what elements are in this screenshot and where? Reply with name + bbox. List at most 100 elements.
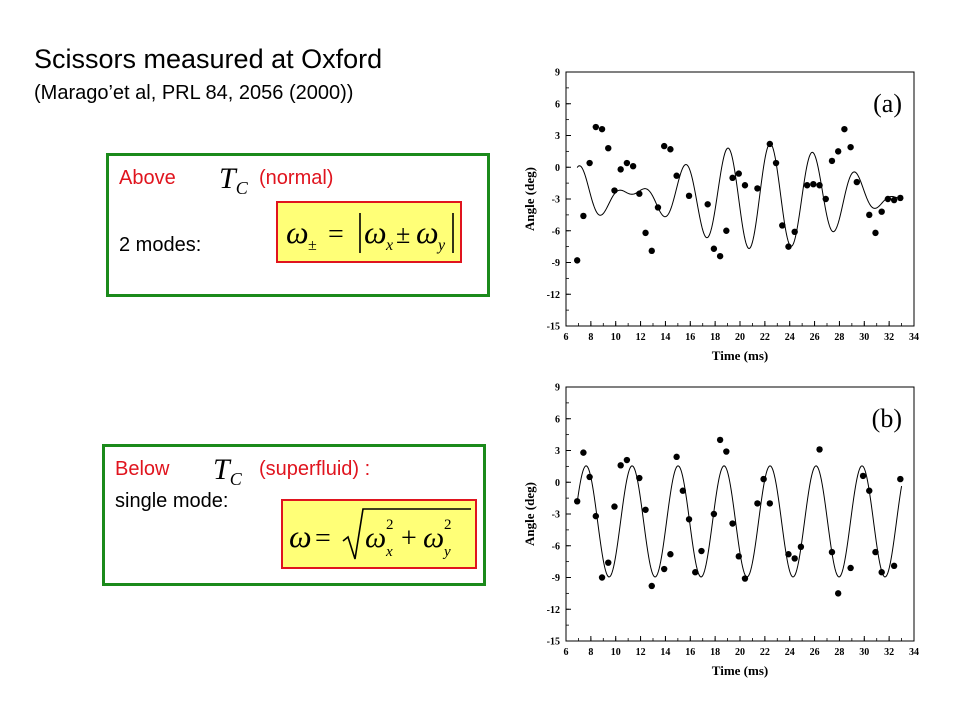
plot-frame <box>565 71 915 327</box>
x-tick-label: 34 <box>909 332 919 343</box>
data-point <box>692 569 699 576</box>
data-point <box>890 196 898 204</box>
data-point <box>741 575 749 582</box>
data-point <box>897 475 904 483</box>
x-square: 2 <box>386 517 394 533</box>
data-point <box>592 512 600 520</box>
data-point <box>841 125 848 133</box>
omega-pm-symbol: ω <box>286 214 309 250</box>
y-axis-label: Angle (deg) <box>522 167 537 231</box>
x-tick-label: 6 <box>564 332 569 343</box>
y-tick-label: -15 <box>547 322 560 333</box>
normal-label: (normal) <box>259 167 334 189</box>
y-square: 2 <box>444 517 452 533</box>
fit-curve <box>576 143 902 250</box>
data-point <box>772 159 780 167</box>
y-tick-label: -15 <box>547 637 560 648</box>
omega-y-symbol: ω <box>423 521 444 554</box>
data-point <box>866 211 873 219</box>
y-tick-label: -3 <box>552 510 560 521</box>
y-tick-label: 3 <box>555 131 560 142</box>
omega-x-symbol: ω <box>364 214 387 250</box>
data-point <box>704 201 711 208</box>
data-point <box>573 498 581 505</box>
y-tick-label: -6 <box>552 226 560 237</box>
y-tick-label: 0 <box>555 163 560 174</box>
data-point <box>828 157 836 165</box>
data-point <box>623 456 631 464</box>
above-tc-box: Above TC (normal) 2 modes: ω ± = ω x ± ω… <box>106 153 490 297</box>
data-point <box>766 140 774 148</box>
two-modes-label: 2 modes: <box>119 234 202 256</box>
data-point <box>611 503 618 510</box>
data-point <box>592 123 600 131</box>
fit-curve <box>576 465 903 578</box>
data-point <box>648 582 655 590</box>
omega-x-symbol: ω <box>365 521 386 554</box>
data-point <box>642 229 649 237</box>
data-point <box>859 472 867 480</box>
x-tick-label: 28 <box>834 332 844 343</box>
y-tick-label: 3 <box>555 446 560 457</box>
panel-label: (a) <box>873 89 902 118</box>
data-point <box>716 436 724 444</box>
x-tick-label: 8 <box>588 647 593 658</box>
y-tick-label: -6 <box>552 541 560 552</box>
x-tick-label: 18 <box>710 332 720 343</box>
x-tick-label: 14 <box>660 647 670 658</box>
y-tick-label: 6 <box>555 414 560 425</box>
above-label: Above <box>119 167 176 189</box>
data-point <box>605 559 612 566</box>
data-point <box>785 243 792 250</box>
slide-title: Scissors measured at Oxford <box>34 44 383 74</box>
data-point <box>673 453 680 461</box>
data-point <box>878 569 885 576</box>
x-subscript: x <box>385 237 393 254</box>
y-subscript: y <box>442 544 451 560</box>
data-point <box>679 487 687 494</box>
x-tick-label: 20 <box>735 647 745 658</box>
x-subscript: x <box>385 544 393 560</box>
y-tick-label: 9 <box>555 68 560 79</box>
y-tick-label: -9 <box>552 258 560 269</box>
slide-subtitle: (Marago’et al, PRL 84, 2056 (2000)) <box>34 82 354 104</box>
data-point <box>754 500 761 507</box>
x-tick-label: 12 <box>636 647 646 658</box>
data-point <box>741 182 749 189</box>
x-tick-label: 18 <box>710 647 720 658</box>
y-tick-label: -3 <box>552 195 560 206</box>
data-point <box>853 178 861 186</box>
x-tick-label: 26 <box>810 332 820 343</box>
x-tick-label: 24 <box>785 332 795 343</box>
data-point <box>816 446 823 453</box>
data-point <box>791 228 798 236</box>
data-point <box>636 190 643 197</box>
data-point <box>834 590 842 597</box>
y-tick-label: 0 <box>555 478 560 489</box>
data-point <box>617 166 624 173</box>
data-point <box>710 245 718 252</box>
x-tick-label: 34 <box>909 647 919 658</box>
data-point <box>754 185 761 192</box>
data-point <box>884 195 892 203</box>
equals-sign: = <box>328 219 344 250</box>
data-point <box>779 222 786 229</box>
equals-sign: = <box>315 523 331 554</box>
data-point <box>890 562 898 570</box>
data-point <box>605 145 612 152</box>
data-point <box>685 516 693 523</box>
below-tc-box: Below TC (superfluid) : single mode: ω =… <box>102 444 486 586</box>
data-point <box>897 194 904 202</box>
data-point <box>685 192 693 200</box>
y-subscript: y <box>436 237 446 254</box>
data-point <box>872 229 879 237</box>
data-point <box>816 182 823 189</box>
x-tick-label: 30 <box>859 332 869 343</box>
data-point <box>629 162 637 170</box>
data-point <box>648 247 655 255</box>
data-point <box>723 227 730 234</box>
x-axis-label: Time (ms) <box>712 663 768 678</box>
data-point <box>834 148 842 155</box>
data-point <box>654 204 662 211</box>
data-point <box>598 574 606 581</box>
